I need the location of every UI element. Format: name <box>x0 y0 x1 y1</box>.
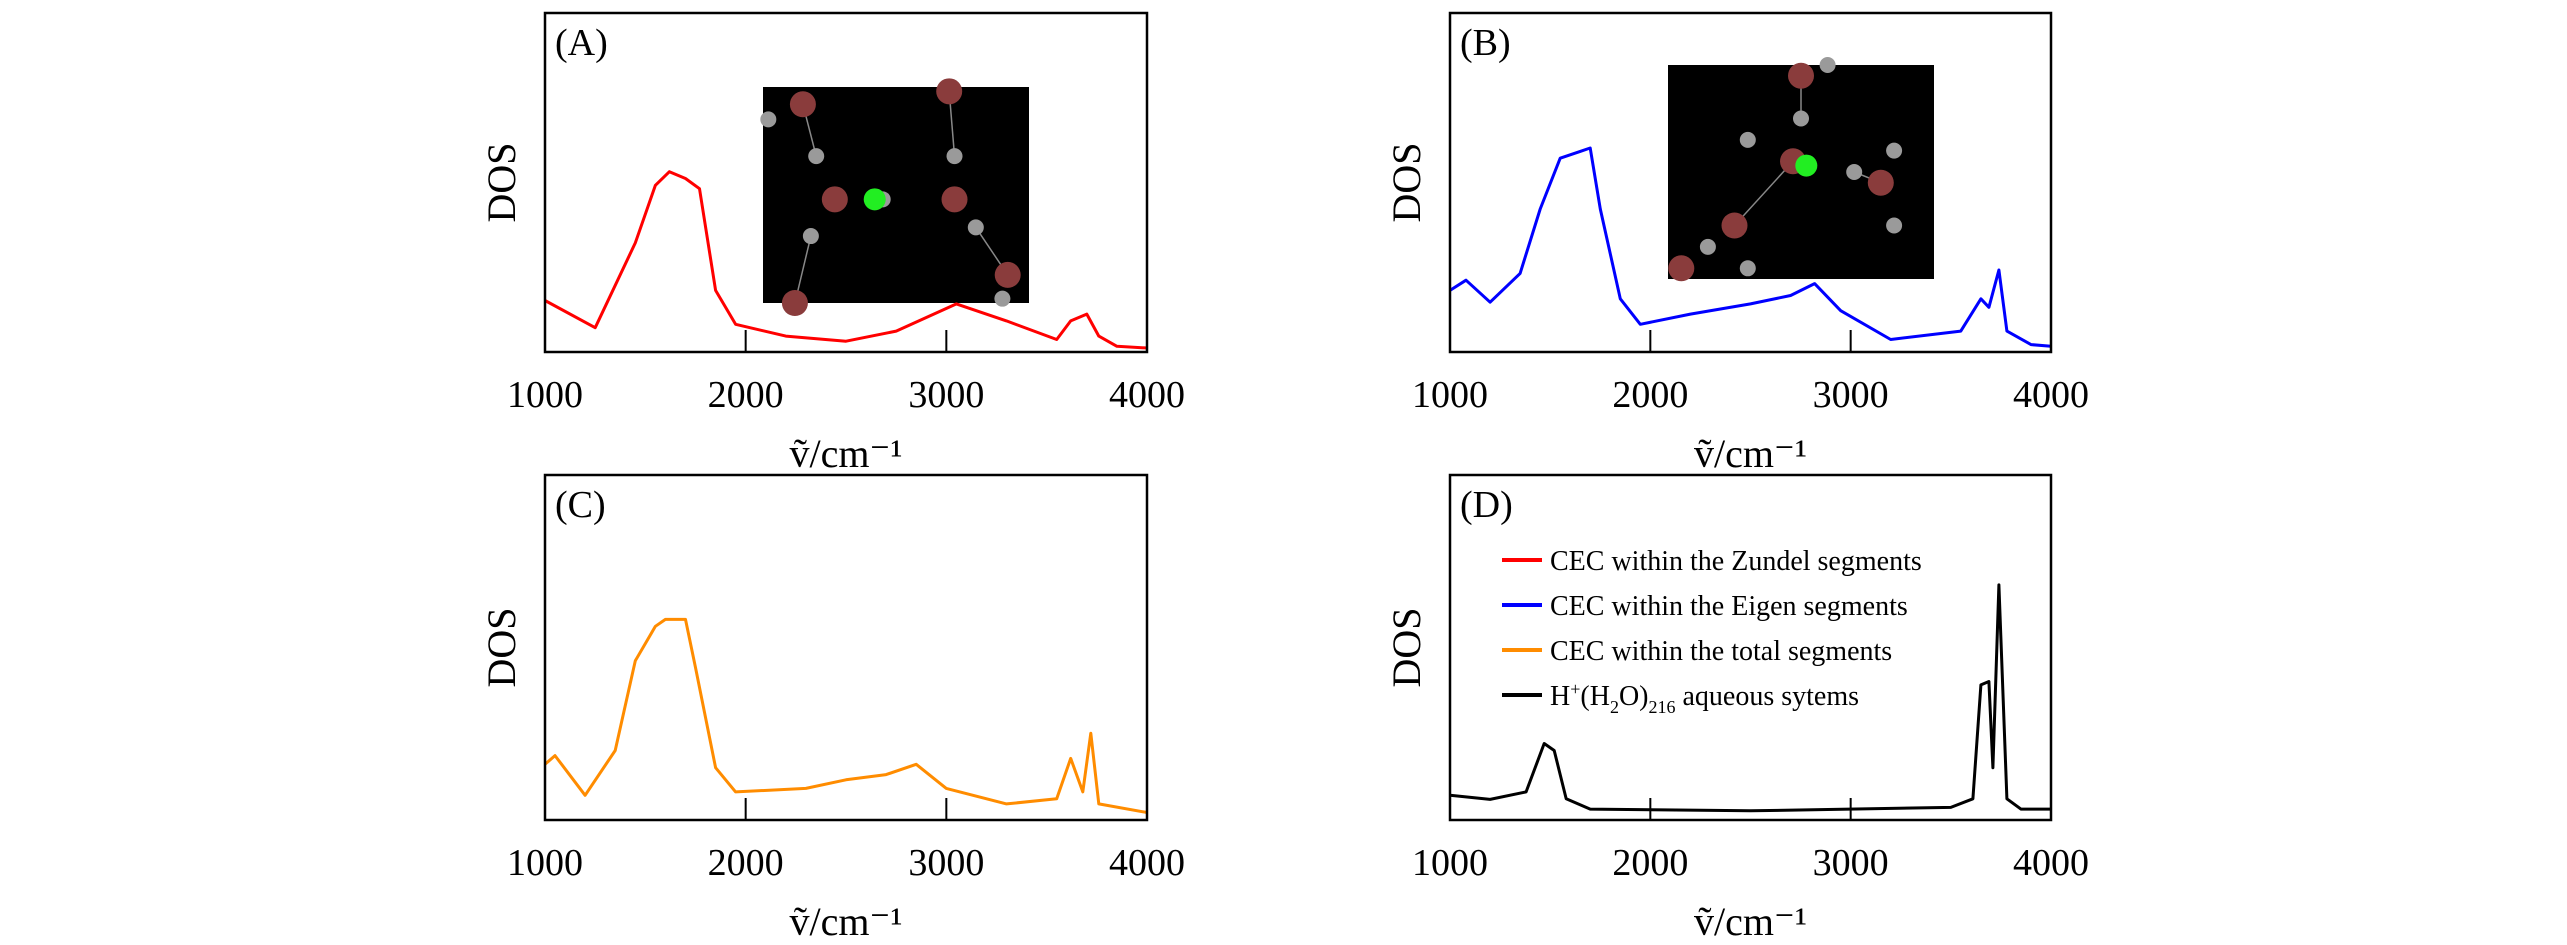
x-tick-label: 2000 <box>1612 842 1688 884</box>
legend-label-part: O) <box>1619 681 1649 712</box>
legend-label-part: 2 <box>1610 697 1619 717</box>
hydrogen-atom <box>760 111 777 128</box>
plot-frame <box>543 473 1149 822</box>
x-tick-label: 3000 <box>908 374 984 416</box>
hydrogen-atom <box>1886 142 1903 159</box>
x-tick-label: 1000 <box>1412 374 1488 416</box>
x-tick-label: 3000 <box>1813 842 1889 884</box>
x-tick-label: 4000 <box>2013 374 2089 416</box>
y-axis-label: DOS <box>1384 142 1429 222</box>
inset-molecule-image <box>760 78 1029 316</box>
x-tick-label: 3000 <box>1813 374 1889 416</box>
legend-label-part: + <box>1570 679 1580 699</box>
x-tick-label: 4000 <box>2013 842 2089 884</box>
x-tick-label: 1000 <box>507 842 583 884</box>
x-tick-label: 2000 <box>1612 374 1688 416</box>
oxygen-atom <box>1867 169 1894 196</box>
x-axis-label: ṽ/cm⁻¹ <box>789 899 902 944</box>
hydrogen-bond-line <box>1733 160 1794 227</box>
inset-molecule-image <box>1668 57 1934 282</box>
legend-item: H+(H2O)216 aqueous sytems <box>1502 679 1859 717</box>
hydrogen-atom <box>808 148 825 165</box>
hydrogen-atom <box>967 219 984 236</box>
legend: CEC within the Zundel segments CEC within… <box>1502 546 1922 717</box>
panel-a: 1000 2000 3000 4000 (A) DOS ṽ/cm⁻¹ <box>479 11 1185 476</box>
legend-label-part: 216 <box>1648 697 1675 717</box>
panel-label: (C) <box>555 484 606 526</box>
y-axis-label: DOS <box>479 142 524 222</box>
hydrogen-atom <box>1793 110 1809 127</box>
legend-item: CEC within the Zundel segments <box>1502 546 1922 577</box>
series-line <box>544 170 1148 350</box>
oxygen-atom <box>1788 62 1814 89</box>
legend-item: CEC within the Eigen segments <box>1502 591 1908 622</box>
x-tick-label: 3000 <box>908 842 984 884</box>
legend-label: CEC within the total segments <box>1550 636 1892 667</box>
legend-label: CEC within the Eigen segments <box>1550 591 1908 622</box>
y-axis-label: DOS <box>1384 607 1429 687</box>
plot-frame <box>543 11 1149 354</box>
oxygen-atom <box>781 290 808 316</box>
plot-frame <box>1448 473 2053 822</box>
excess-proton-atom <box>1795 154 1818 177</box>
y-axis-label: DOS <box>479 607 524 687</box>
x-tick-label: 1000 <box>1412 842 1488 884</box>
oxygen-atom <box>994 261 1021 288</box>
oxygen-atom <box>936 78 963 105</box>
panel-label: (A) <box>555 22 608 64</box>
hydrogen-atom <box>1819 57 1836 73</box>
panel-label: (D) <box>1460 484 1513 526</box>
panel-c: 1000 2000 3000 4000 (C) DOS ṽ/cm⁻¹ <box>479 473 1185 944</box>
panel-b: 1000 2000 3000 4000 (B) DOS ṽ/cm⁻¹ <box>1384 11 2089 476</box>
panel-label: (B) <box>1460 22 1511 64</box>
hydrogen-atom <box>1886 217 1903 234</box>
x-axis-label: ṽ/cm⁻¹ <box>789 431 902 476</box>
oxygen-atom <box>821 186 848 213</box>
hydrogen-atom <box>802 228 819 245</box>
hydrogen-atom <box>1846 164 1863 180</box>
x-tick-label: 4000 <box>1109 842 1185 884</box>
hydrogen-atom <box>994 290 1011 307</box>
excess-proton-atom <box>863 188 886 211</box>
x-tick-label: 2000 <box>708 374 784 416</box>
hydrogen-atom <box>1739 131 1756 148</box>
x-tick-label: 4000 <box>1109 374 1185 416</box>
x-tick-label: 1000 <box>507 374 583 416</box>
legend-item: CEC within the total segments <box>1502 636 1892 667</box>
oxygen-atom <box>1668 255 1695 282</box>
legend-label: CEC within the Zundel segments <box>1550 546 1922 577</box>
legend-label: H+(H2O)216 aqueous sytems <box>1550 679 1859 717</box>
x-axis-label: ṽ/cm⁻¹ <box>1694 431 1807 476</box>
oxygen-atom <box>789 91 816 118</box>
x-axis-label: ṽ/cm⁻¹ <box>1694 899 1807 944</box>
legend-label-part: aqueous sytems <box>1675 681 1859 712</box>
series-line <box>1449 583 2051 813</box>
legend-label-part: (H <box>1580 681 1610 712</box>
plot-frame <box>1448 11 2053 354</box>
panel-d: 1000 2000 3000 4000 (D) DOS ṽ/cm⁻¹ CEC within t… <box>1384 473 2089 944</box>
legend-label-part: H <box>1550 681 1570 712</box>
series-line <box>544 617 1148 814</box>
series-line <box>1449 146 2052 348</box>
hydrogen-atom <box>946 148 963 165</box>
hydrogen-atom <box>1699 238 1716 255</box>
x-tick-label: 2000 <box>708 842 784 884</box>
oxygen-atom <box>1721 212 1748 239</box>
hydrogen-atom <box>1739 260 1756 277</box>
oxygen-atom <box>941 186 968 213</box>
